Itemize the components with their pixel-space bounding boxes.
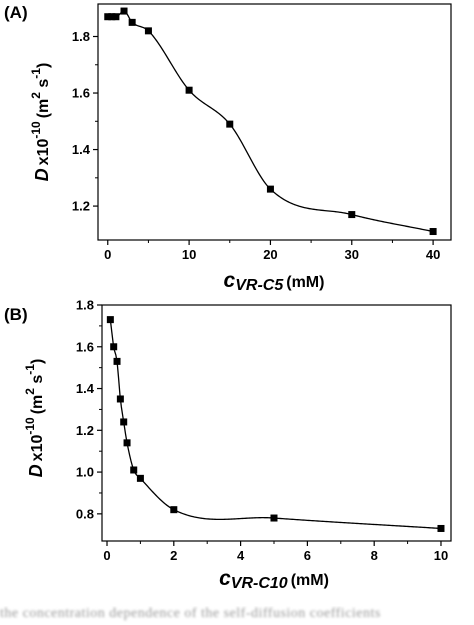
panel-a-data-points [104, 7, 437, 236]
y-label-minus-one: -1 [23, 364, 37, 375]
y-label-d: D [26, 464, 46, 477]
panel-b-y-tick-label: 1.2 [76, 423, 94, 438]
y-label-two: 2 [29, 92, 43, 99]
y-label-close: ) [35, 63, 52, 68]
panel-b-data-point [170, 506, 178, 514]
panel-b-y-tick-label: 0.8 [76, 506, 94, 521]
panel-b: (B) 0 2 4 6 8 100.81.01.21.41.61.8 Dx10-10(m2… [4, 298, 452, 592]
y-label-s: s [29, 375, 46, 388]
y-label-unit-open: (m [29, 395, 46, 415]
panel-b-data-point [110, 343, 118, 351]
panel-a-x-axis-label: cVR-C5 (mM) [224, 269, 325, 294]
panel-b-x-tick-label: 0 [103, 548, 110, 563]
y-label-d: D [32, 168, 52, 181]
panel-a-ticks [93, 35, 434, 245]
panel-b-x-tick-label: 2 [170, 548, 177, 563]
panel-b-x-tick-label: 4 [237, 548, 245, 563]
panel-b-x-tick-label: 6 [304, 548, 311, 563]
panel-b-data-point [123, 439, 131, 447]
panel-a-x-tick-label: 0 [104, 247, 111, 262]
panel-a-data-point [128, 18, 136, 26]
y-label-s: s [35, 79, 52, 92]
panel-b-data-point [116, 395, 124, 403]
panel-a-y-axis-label: Dx10-10 (m2 s-1) [29, 63, 52, 182]
y-label-minus-one: -1 [29, 68, 43, 79]
caption-text: the concentration dependence of the self… [0, 606, 381, 621]
panel-a-data-point [429, 228, 437, 236]
panel-a-y-tick-label: 1.8 [72, 29, 90, 44]
panel-b-x-tick-label: 8 [371, 548, 378, 563]
panel-a-x-tick-label: 10 [182, 247, 196, 262]
panel-b-label: (B) [4, 305, 28, 324]
panel-b-data-point [120, 418, 128, 426]
panel-b-data-point [113, 357, 121, 365]
panel-b-tick-labels: 0 2 4 6 8 10 0.8 1.0 1.2 1.4 1.6 1.8 [76, 298, 448, 564]
panel-a-plot-frame [97, 3, 452, 241]
panel-a-data-point [108, 13, 116, 21]
panel-b-fit-curve [109, 319, 442, 530]
y-label-close: ) [29, 359, 46, 364]
panel-b-y-tick-label: 1.0 [76, 465, 94, 480]
panel-b-y-tick-label: 1.6 [76, 339, 94, 354]
panel-b-plot-frame [101, 304, 452, 542]
panel-a-x-tick-label: 40 [426, 247, 440, 262]
panel-b-x-axis-label: cVR-C10 (mM) [219, 567, 329, 592]
y-label-exp: -10 [29, 121, 43, 139]
y-label-times: x10 [35, 139, 52, 166]
figure-caption-cropped: the concentration dependence of the self… [0, 606, 474, 625]
panel-b-data-point [437, 524, 445, 532]
panel-a-data-point [348, 211, 356, 219]
x-label-unit: (mM) [291, 572, 329, 589]
x-label-unit: (mM) [286, 274, 324, 291]
panel-a-y-tick-label: 1.6 [72, 86, 90, 101]
x-label-c: c [219, 567, 231, 590]
panel-a-data-point [144, 27, 152, 35]
panel-a-tick-labels: 0 10 20 30 40 1.2 1.4 1.6 1.8 [72, 29, 440, 262]
panel-b-x-tick-label: 10 [434, 548, 448, 563]
panel-b-y-tick-label: 1.4 [76, 381, 95, 396]
panel-b-data-point [136, 474, 144, 482]
panel-b-ticks [97, 304, 442, 546]
panel-b-y-axis-label: Dx10-10 (m2 s-1) [23, 359, 46, 478]
panel-a-label: (A) [4, 3, 28, 22]
panel-a-data-point [185, 86, 193, 94]
panel-a-y-tick-label: 1.2 [72, 199, 90, 214]
panel-a-data-point [266, 185, 274, 193]
panel-b-data-point [106, 316, 114, 324]
panel-a-y-tick-label: 1.4 [72, 142, 91, 157]
x-label-c: c [224, 269, 236, 292]
y-label-two: 2 [23, 388, 37, 395]
panel-a-data-point [104, 13, 112, 21]
y-label-exp: -10 [23, 417, 37, 435]
x-label-sub: VR-C5 [235, 277, 284, 294]
panel-a-x-tick-label: 20 [263, 247, 277, 262]
panel-a-x-tick-label: 30 [345, 247, 359, 262]
panel-a-data-point [112, 13, 120, 21]
panel-a-fit-curve [107, 10, 434, 233]
panel-a: (A) 0 10 20 30 40 1.2 1.4 1.6 1.8 Dx10-10 (m2 s-1… [4, 3, 452, 294]
panel-a-data-point [120, 7, 128, 15]
y-label-times: x10 [29, 435, 46, 462]
panel-b-y-tick-label: 1.8 [76, 298, 94, 313]
panel-b-data-point [270, 514, 278, 522]
panel-b-data-point [130, 466, 138, 474]
panel-b-data-points [106, 316, 445, 532]
x-label-sub: VR-C10 [231, 575, 288, 592]
panel-a-data-point [226, 120, 234, 128]
y-label-unit-open: (m [35, 99, 52, 119]
